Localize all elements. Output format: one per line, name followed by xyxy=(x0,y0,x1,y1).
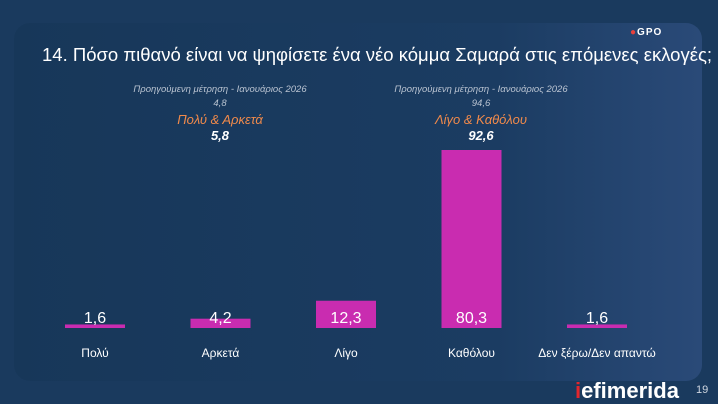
question-title: 14. Πόσο πιθανό είναι να ψηφίσετε ένα νέ… xyxy=(42,44,713,65)
current-value: 5,8 xyxy=(210,128,230,143)
group-label: Πολύ & Αρκετά xyxy=(177,112,263,127)
previous-value: 4,8 xyxy=(213,98,227,109)
category-label: Αρκετά xyxy=(202,346,240,360)
current-value: 92,6 xyxy=(468,128,494,143)
bar-3 xyxy=(441,150,502,328)
bar-4 xyxy=(567,324,627,328)
bar-1 xyxy=(190,318,251,328)
category-label: Δεν ξέρω/Δεν απαντώ xyxy=(538,346,656,360)
page-number: 19 xyxy=(696,384,709,396)
data-label: 1,6 xyxy=(586,310,608,327)
data-label: 80,3 xyxy=(456,310,487,327)
category-label: Πολύ xyxy=(81,346,108,360)
group-label: Λίγο & Καθόλου xyxy=(435,112,527,127)
previous-measurement-label: Προηγούμενη μέτρηση - Ιανουάριος 2026 xyxy=(394,84,568,95)
gpo-logo: ●GPO xyxy=(630,27,663,38)
data-label: 4,2 xyxy=(209,310,231,327)
category-label: Καθόλου xyxy=(448,346,495,360)
previous-value: 94,6 xyxy=(471,98,491,109)
note-very-fairly: Προηγούμενη μέτρηση - Ιανουάριος 2026 4,… xyxy=(100,83,340,144)
category-label: Λίγο xyxy=(334,346,358,360)
data-label: 12,3 xyxy=(330,310,361,327)
data-label: 1,6 xyxy=(84,310,106,327)
note-little-notatall: Προηγούμενη μέτρηση - Ιανουάριος 2026 94… xyxy=(361,83,601,144)
efimerida-logo: iefimerida xyxy=(575,378,679,403)
previous-measurement-label: Προηγούμενη μέτρηση - Ιανουάριος 2026 xyxy=(133,84,307,95)
bar-2 xyxy=(316,300,376,328)
bar-0 xyxy=(65,324,125,328)
